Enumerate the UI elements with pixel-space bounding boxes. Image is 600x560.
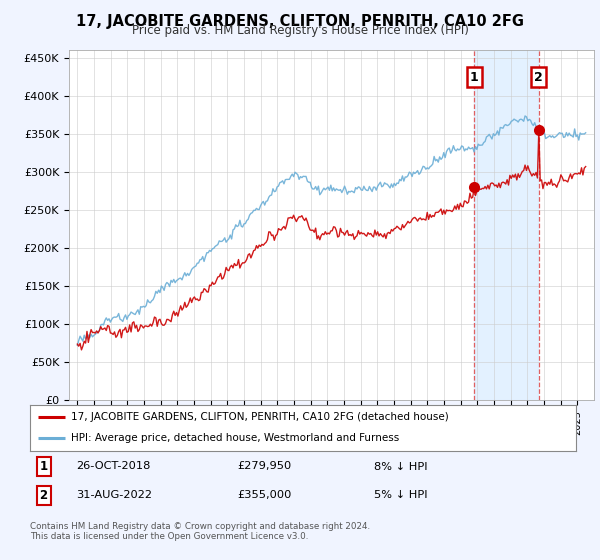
Text: 17, JACOBITE GARDENS, CLIFTON, PENRITH, CA10 2FG: 17, JACOBITE GARDENS, CLIFTON, PENRITH, … — [76, 14, 524, 29]
Text: 17, JACOBITE GARDENS, CLIFTON, PENRITH, CA10 2FG (detached house): 17, JACOBITE GARDENS, CLIFTON, PENRITH, … — [71, 412, 449, 422]
Text: HPI: Average price, detached house, Westmorland and Furness: HPI: Average price, detached house, West… — [71, 433, 399, 444]
Text: 1: 1 — [470, 71, 479, 83]
Text: Contains HM Land Registry data © Crown copyright and database right 2024.
This d: Contains HM Land Registry data © Crown c… — [30, 522, 370, 542]
Text: 31-AUG-2022: 31-AUG-2022 — [76, 491, 152, 501]
Text: 1: 1 — [40, 460, 48, 473]
Text: 8% ↓ HPI: 8% ↓ HPI — [374, 461, 428, 472]
Text: 26-OCT-2018: 26-OCT-2018 — [76, 461, 151, 472]
Bar — [475, 50, 538, 400]
Text: 2: 2 — [40, 489, 48, 502]
Text: £355,000: £355,000 — [238, 491, 292, 501]
Text: 2: 2 — [534, 71, 543, 83]
Text: Price paid vs. HM Land Registry's House Price Index (HPI): Price paid vs. HM Land Registry's House … — [131, 24, 469, 37]
Text: 5% ↓ HPI: 5% ↓ HPI — [374, 491, 428, 501]
Text: £279,950: £279,950 — [238, 461, 292, 472]
